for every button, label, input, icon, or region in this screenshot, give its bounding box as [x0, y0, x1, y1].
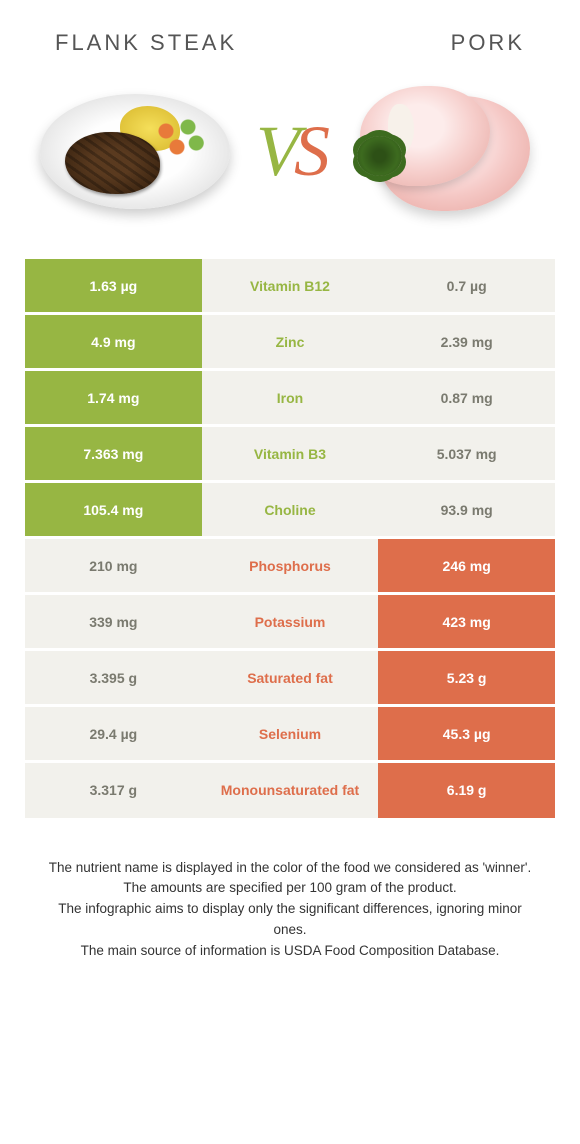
right-value: 0.87 mg [378, 370, 555, 426]
header: Flank steak Pork [25, 20, 555, 86]
nutrient-name: Selenium [202, 706, 379, 762]
table-row: 105.4 mgCholine93.9 mg [25, 482, 555, 538]
right-value: 2.39 mg [378, 314, 555, 370]
nutrient-name: Zinc [202, 314, 379, 370]
right-food-title: Pork [451, 30, 525, 56]
footnotes: The nutrient name is displayed in the co… [25, 818, 555, 963]
footnote-line: The nutrient name is displayed in the co… [40, 858, 540, 879]
footnote-line: The main source of information is USDA F… [40, 941, 540, 962]
table-row: 1.74 mgIron0.87 mg [25, 370, 555, 426]
vs-s: S [294, 111, 324, 191]
right-value: 93.9 mg [378, 482, 555, 538]
right-value: 5.037 mg [378, 426, 555, 482]
nutrient-name: Vitamin B3 [202, 426, 379, 482]
right-value: 423 mg [378, 594, 555, 650]
vs-v: V [256, 111, 294, 191]
left-value: 1.63 µg [25, 258, 202, 314]
left-value: 1.74 mg [25, 370, 202, 426]
infographic: Flank steak Pork VS 1.63 µgVitamin B120.… [0, 0, 580, 982]
nutrient-name: Monounsaturated fat [202, 762, 379, 818]
left-value: 210 mg [25, 538, 202, 594]
nutrient-name: Choline [202, 482, 379, 538]
steak-plate-icon [40, 94, 230, 209]
vs-label: VS [256, 110, 324, 193]
left-value: 339 mg [25, 594, 202, 650]
image-row: VS [25, 86, 555, 256]
left-value: 3.395 g [25, 650, 202, 706]
nutrient-name: Potassium [202, 594, 379, 650]
nutrient-name: Phosphorus [202, 538, 379, 594]
left-value: 7.363 mg [25, 426, 202, 482]
nutrient-name: Vitamin B12 [202, 258, 379, 314]
nutrient-name: Iron [202, 370, 379, 426]
right-food-image [345, 86, 545, 216]
table-row: 339 mgPotassium423 mg [25, 594, 555, 650]
right-value: 6.19 g [378, 762, 555, 818]
table-row: 3.317 gMonounsaturated fat6.19 g [25, 762, 555, 818]
right-value: 246 mg [378, 538, 555, 594]
table-row: 210 mgPhosphorus246 mg [25, 538, 555, 594]
footnote-line: The amounts are specified per 100 gram o… [40, 878, 540, 899]
right-value: 45.3 µg [378, 706, 555, 762]
comparison-table: 1.63 µgVitamin B120.7 µg4.9 mgZinc2.39 m… [25, 256, 555, 818]
table-row: 7.363 mgVitamin B35.037 mg [25, 426, 555, 482]
left-value: 105.4 mg [25, 482, 202, 538]
table-row: 29.4 µgSelenium45.3 µg [25, 706, 555, 762]
left-value: 29.4 µg [25, 706, 202, 762]
footnote-line: The infographic aims to display only the… [40, 899, 540, 941]
left-value: 4.9 mg [25, 314, 202, 370]
table-row: 3.395 gSaturated fat5.23 g [25, 650, 555, 706]
right-value: 5.23 g [378, 650, 555, 706]
left-value: 3.317 g [25, 762, 202, 818]
table-row: 1.63 µgVitamin B120.7 µg [25, 258, 555, 314]
left-food-title: Flank steak [55, 30, 237, 56]
left-food-image [35, 86, 235, 216]
pork-icon [345, 86, 545, 216]
table-row: 4.9 mgZinc2.39 mg [25, 314, 555, 370]
nutrient-name: Saturated fat [202, 650, 379, 706]
right-value: 0.7 µg [378, 258, 555, 314]
